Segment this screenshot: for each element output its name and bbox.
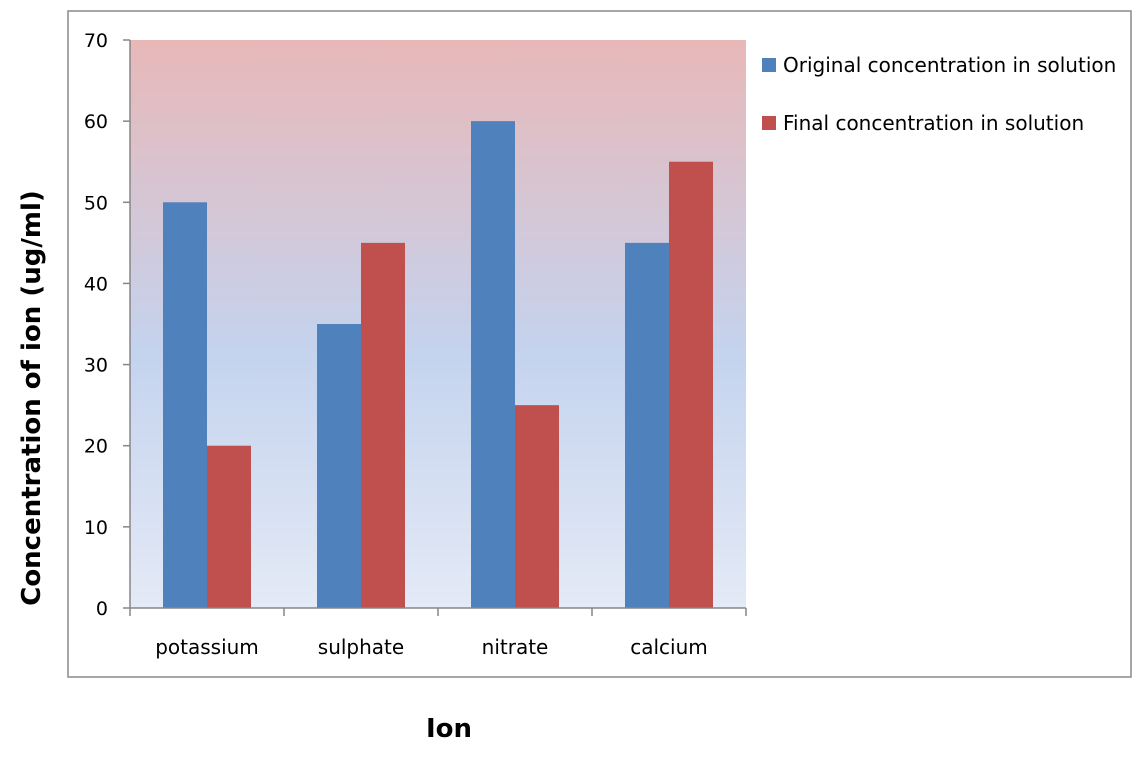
category-label: potassium bbox=[155, 635, 259, 659]
bars bbox=[163, 121, 713, 609]
bar-sulphate-original bbox=[317, 324, 361, 608]
bar-sulphate-final bbox=[361, 242, 405, 608]
bar-calcium-final bbox=[669, 161, 713, 608]
y-axis-ticks: 0 10 20 30 40 50 60 70 bbox=[84, 30, 130, 620]
y-tick-label: 30 bbox=[84, 355, 108, 377]
category-label: nitrate bbox=[482, 635, 549, 659]
y-tick-label: 40 bbox=[84, 273, 108, 295]
bar-potassium-final bbox=[207, 445, 251, 608]
y-tick-label: 20 bbox=[84, 436, 108, 458]
x-axis-ticks bbox=[129, 608, 747, 616]
legend-swatch bbox=[762, 58, 776, 72]
category-label: sulphate bbox=[318, 635, 404, 659]
category-label: calcium bbox=[630, 635, 708, 659]
y-axis-title: Concentration of ion (ug/ml) bbox=[17, 190, 47, 606]
category-labels: potassium sulphate nitrate calcium bbox=[155, 635, 708, 659]
y-tick-label: 60 bbox=[84, 111, 108, 133]
y-tick-label: 50 bbox=[84, 192, 108, 214]
legend-swatch bbox=[762, 116, 776, 130]
bar-potassium-original bbox=[163, 202, 207, 609]
x-axis-title: Ion bbox=[426, 714, 472, 744]
y-tick-label: 70 bbox=[84, 30, 108, 52]
y-tick-label: 10 bbox=[84, 517, 108, 539]
y-tick-label: 0 bbox=[96, 598, 108, 620]
legend-label: Original concentration in solution bbox=[783, 53, 1116, 77]
bar-nitrate-original bbox=[471, 121, 515, 609]
bar-calcium-original bbox=[625, 242, 669, 608]
bar-nitrate-final bbox=[515, 405, 559, 608]
legend-label: Final concentration in solution bbox=[783, 111, 1084, 135]
legend: Original concentration in solution Final … bbox=[762, 53, 1116, 135]
